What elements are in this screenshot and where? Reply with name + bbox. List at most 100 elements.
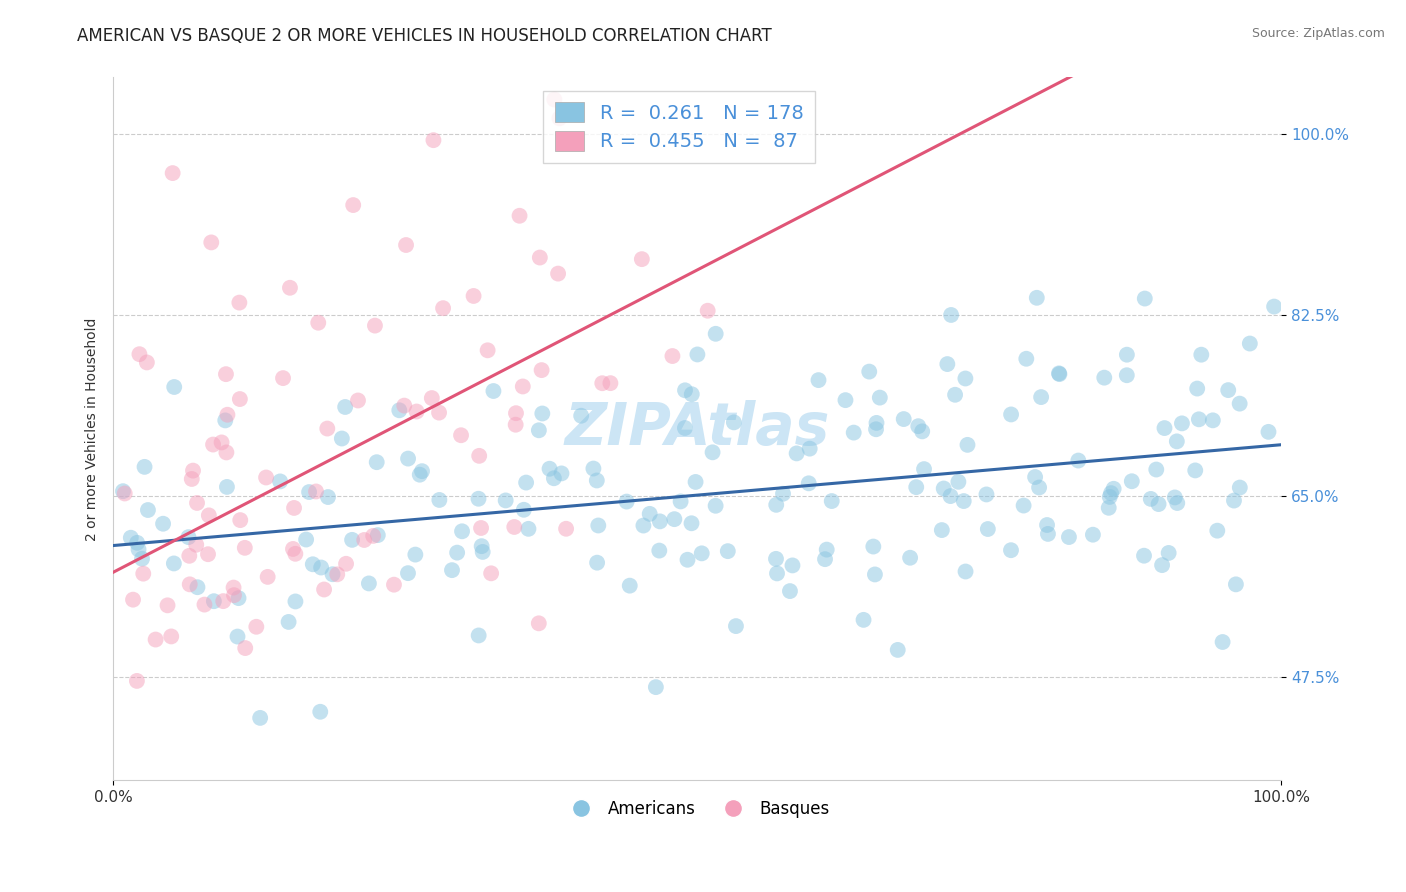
Point [1189, 348, 1212, 362]
Point [1257, 425, 1279, 439]
Point [450, 428, 472, 442]
Point [228, 591, 250, 606]
Point [898, 550, 921, 565]
Point [215, 480, 238, 494]
Point [156, 599, 179, 613]
Point [905, 480, 928, 494]
Point [638, 507, 661, 521]
Point [333, 400, 356, 414]
Text: ZIPAtlas: ZIPAtlas [564, 401, 830, 458]
Point [1057, 530, 1080, 544]
Point [451, 524, 474, 539]
Point [335, 557, 357, 571]
Point [186, 538, 208, 552]
Point [619, 579, 641, 593]
Point [527, 423, 550, 437]
Point [404, 548, 426, 562]
Point [616, 494, 638, 508]
Point [505, 406, 527, 420]
Point [134, 459, 156, 474]
Point [1229, 396, 1251, 410]
Point [547, 267, 569, 281]
Point [907, 419, 929, 434]
Point [648, 515, 671, 529]
Point [440, 563, 463, 577]
Point [422, 133, 444, 147]
Point [842, 425, 865, 440]
Point [865, 422, 887, 436]
Point [932, 482, 955, 496]
Point [569, 409, 592, 423]
Point [543, 93, 565, 107]
Point [858, 365, 880, 379]
Point [1047, 367, 1070, 381]
Point [955, 371, 977, 385]
Point [681, 516, 703, 531]
Point [396, 451, 419, 466]
Point [530, 363, 553, 377]
Point [427, 406, 450, 420]
Point [135, 355, 157, 369]
Point [1115, 368, 1137, 383]
Point [467, 491, 489, 506]
Point [160, 629, 183, 643]
Point [799, 442, 821, 456]
Point [1121, 475, 1143, 489]
Point [163, 557, 186, 571]
Point [353, 533, 375, 547]
Point [471, 545, 494, 559]
Point [943, 388, 966, 402]
Point [470, 521, 492, 535]
Point [1047, 367, 1070, 381]
Point [226, 630, 249, 644]
Point [1239, 336, 1261, 351]
Point [278, 281, 301, 295]
Point [631, 252, 654, 267]
Point [669, 494, 692, 508]
Point [685, 475, 707, 489]
Point [724, 619, 747, 633]
Point [277, 615, 299, 629]
Point [673, 384, 696, 398]
Point [1152, 558, 1174, 573]
Point [114, 486, 136, 500]
Point [1098, 490, 1121, 504]
Point [179, 549, 201, 563]
Point [1157, 546, 1180, 560]
Point [1263, 300, 1285, 314]
Point [686, 347, 709, 361]
Point [1028, 481, 1050, 495]
Point [1212, 635, 1234, 649]
Point [366, 455, 388, 469]
Text: AMERICAN VS BASQUE 2 OR MORE VEHICLES IN HOUSEHOLD CORRELATION CHART: AMERICAN VS BASQUE 2 OR MORE VEHICLES IN… [77, 27, 772, 45]
Point [931, 523, 953, 537]
Point [821, 494, 844, 508]
Point [233, 641, 256, 656]
Point [222, 581, 245, 595]
Point [198, 508, 221, 523]
Point [127, 536, 149, 550]
Point [797, 476, 820, 491]
Point [676, 553, 699, 567]
Point [364, 318, 387, 333]
Point [1024, 470, 1046, 484]
Point [211, 435, 233, 450]
Point [228, 295, 250, 310]
Point [468, 449, 491, 463]
Point [132, 566, 155, 581]
Point [1184, 463, 1206, 477]
Point [1202, 413, 1225, 427]
Point [702, 445, 724, 459]
Point [427, 492, 450, 507]
Point [1000, 408, 1022, 422]
Text: Source: ZipAtlas.com: Source: ZipAtlas.com [1251, 27, 1385, 40]
Point [305, 484, 328, 499]
Point [202, 594, 225, 608]
Point [180, 472, 202, 486]
Point [633, 518, 655, 533]
Point [862, 540, 884, 554]
Point [309, 705, 332, 719]
Point [852, 613, 875, 627]
Point [591, 376, 613, 391]
Point [357, 576, 380, 591]
